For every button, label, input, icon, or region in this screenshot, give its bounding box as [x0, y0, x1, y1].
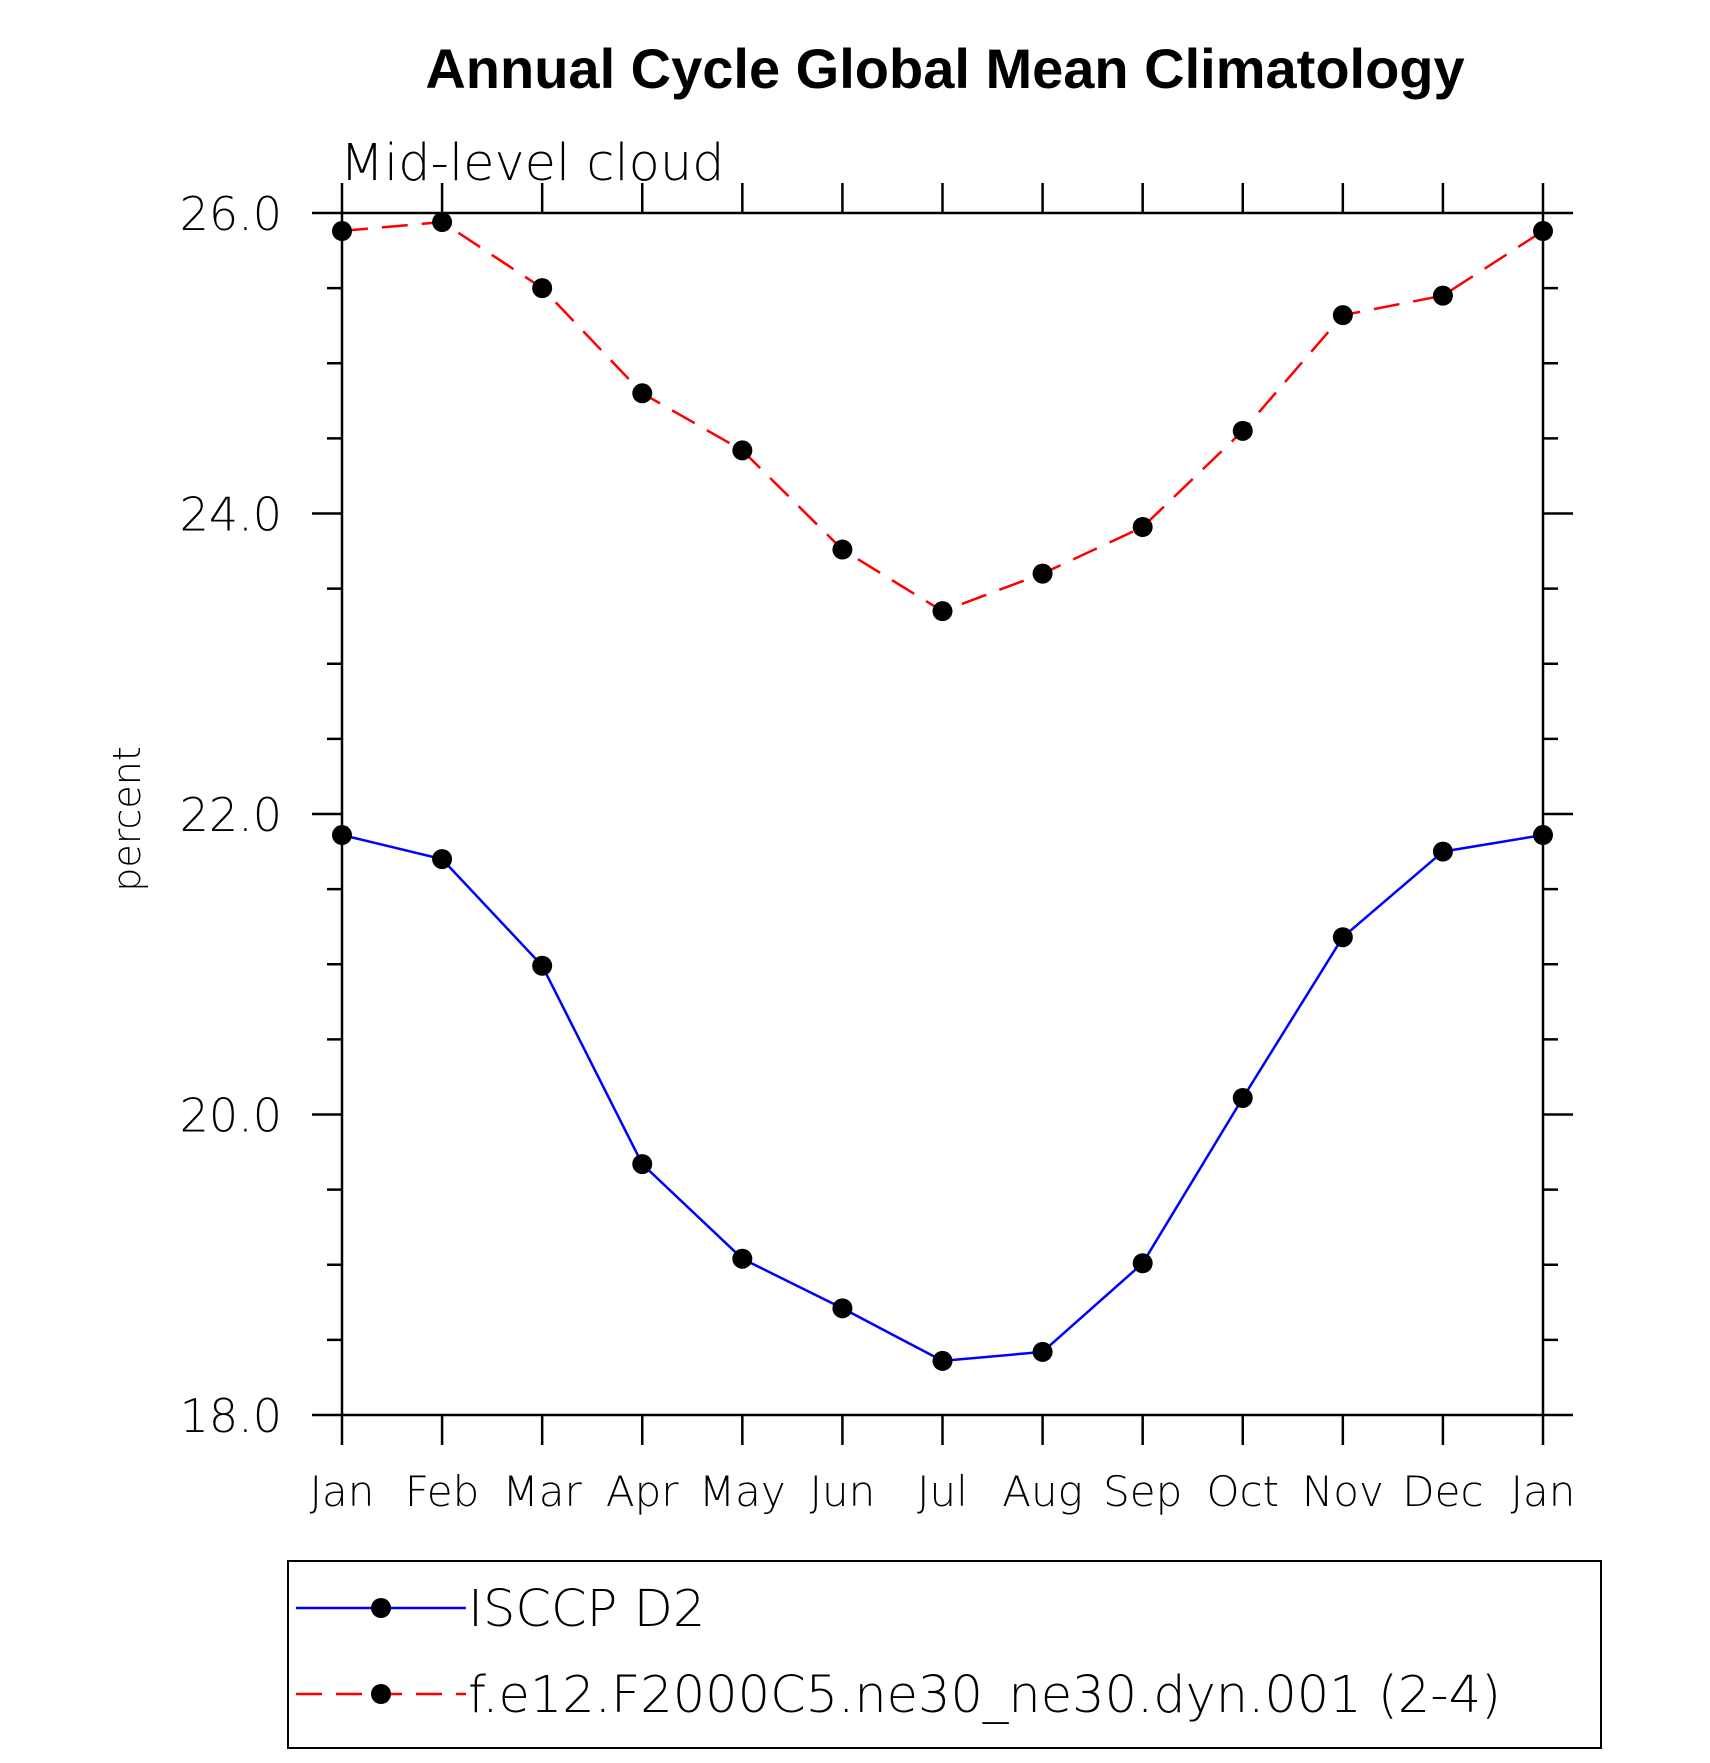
x-tick-label: Jan: [1511, 1467, 1576, 1516]
series-line-0: [341, 833, 1544, 1363]
y-tick-labels: 18.0 20.0 22.0 24.0 26.0: [180, 187, 282, 1443]
legend-swatch-marker-0: [371, 1598, 391, 1618]
legend: ISCCP D2 f.e12.F2000C5.ne30_ne30.dyn.001…: [287, 1560, 1602, 1749]
series-0-point: [1432, 841, 1453, 862]
series-1-point: [932, 601, 953, 622]
y-tick-label: 20.0: [180, 1089, 282, 1143]
series-0-point: [1232, 1087, 1253, 1108]
series-1-point: [332, 221, 352, 242]
x-tick-label: Dec: [1402, 1467, 1483, 1516]
series-0-point: [332, 825, 352, 846]
series-1-point: [1332, 305, 1353, 326]
series-1-point: [1032, 563, 1053, 584]
series-1-point: [432, 212, 453, 233]
series-0-point: [1032, 1341, 1053, 1362]
series-layer: [332, 212, 1553, 1371]
x-tick-label: May: [699, 1467, 786, 1516]
series-1-point: [1232, 420, 1253, 441]
series-line-1: [341, 220, 1544, 613]
series-1-point: [1533, 221, 1553, 242]
series-0-point: [632, 1154, 653, 1175]
chart-title: Annual Cycle Global Mean Climatology: [425, 37, 1464, 100]
series-0-point: [732, 1248, 753, 1269]
chart-subtitle: Mid-level cloud: [340, 134, 725, 193]
x-tick-label: Feb: [405, 1467, 479, 1516]
series-0-point: [1132, 1253, 1153, 1274]
legend-box: [287, 1560, 1602, 1749]
x-tick-label: Apr: [606, 1467, 679, 1516]
series-0-point: [532, 955, 553, 976]
series-1-point: [1132, 517, 1153, 538]
y-tick-label: 22.0: [180, 788, 282, 842]
x-tick-label: Aug: [1002, 1467, 1083, 1516]
y-tick-label: 24.0: [180, 488, 282, 542]
x-ticks: [340, 183, 1545, 1445]
plot-area: 18.020.022.024.026.0 Jan Feb Mar Apr May Jun J…: [180, 183, 1576, 1516]
x-tick-label: Jan: [310, 1467, 375, 1516]
series-1-point: [632, 383, 653, 404]
legend-label-1: f.e12.F2000C5.ne30_ne30.dyn.001 (2-4): [468, 1666, 1501, 1725]
x-tick-label: Jun: [810, 1467, 876, 1516]
x-tick-label: Jul: [917, 1467, 968, 1516]
x-tick-label: Nov: [1302, 1467, 1384, 1516]
series-0-point: [1533, 825, 1553, 846]
y-axis-label: percent: [105, 746, 149, 892]
series-1-point: [832, 539, 853, 560]
series-0-point: [932, 1350, 953, 1371]
plot-frame: [340, 211, 1545, 1417]
series-1-point: [1432, 285, 1453, 306]
legend-label-0: ISCCP D2: [468, 1580, 705, 1639]
y-tick-label: 26.0: [180, 187, 282, 241]
series-0-point: [832, 1298, 853, 1319]
x-tick-label: Sep: [1103, 1467, 1182, 1516]
major-ticks: [312, 211, 1573, 1417]
series-1-point: [732, 440, 753, 461]
x-tick-label: Oct: [1206, 1467, 1279, 1516]
x-tick-labels: Jan Feb Mar Apr May Jun Jul Aug Sep Oct Nov Dec Jan: [310, 1467, 1576, 1516]
legend-swatch-marker-1: [371, 1684, 391, 1704]
legend-entry-1: f.e12.F2000C5.ne30_ne30.dyn.001 (2-4): [296, 1666, 1501, 1725]
minor-ticks: [327, 286, 1558, 1342]
series-1-point: [532, 278, 553, 299]
legend-entry-0: ISCCP D2: [296, 1580, 705, 1639]
series-0-point: [1332, 927, 1353, 948]
y-tick-label: 18.0: [180, 1389, 282, 1443]
series-0-point: [432, 849, 453, 870]
x-tick-label: Mar: [503, 1467, 583, 1516]
